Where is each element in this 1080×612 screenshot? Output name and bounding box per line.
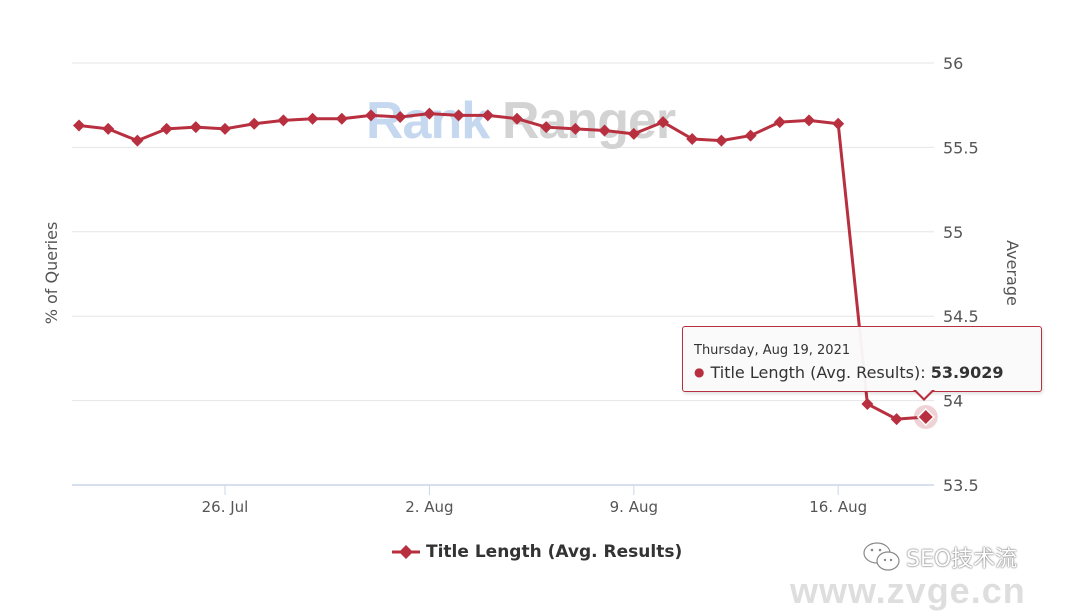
data-point-diamond-icon[interactable] — [423, 107, 436, 120]
x-tick-label: 26. Jul — [202, 498, 249, 516]
y-tick-label: 56 — [943, 54, 963, 73]
x-tick-label: 2. Aug — [405, 498, 453, 516]
data-point-diamond-icon[interactable] — [394, 111, 407, 124]
data-point-diamond-icon[interactable] — [73, 119, 85, 132]
url-watermark: www.zvge.cn — [790, 570, 1026, 611]
x-tick-label: 16. Aug — [809, 498, 867, 516]
data-point-diamond-icon[interactable] — [102, 122, 115, 135]
data-point-diamond-icon[interactable] — [335, 112, 348, 125]
y-tick-label: 55.5 — [943, 138, 979, 157]
data-point-diamond-icon[interactable] — [277, 114, 290, 127]
data-point-diamond-icon[interactable] — [916, 407, 935, 427]
data-point-diamond-icon[interactable] — [686, 132, 699, 145]
data-point-diamond-icon[interactable] — [160, 122, 173, 135]
data-point-diamond-icon[interactable] — [890, 413, 903, 426]
data-point-diamond-icon[interactable] — [569, 122, 582, 135]
data-point-diamond-icon[interactable] — [365, 109, 377, 122]
data-point-diamond-icon[interactable] — [481, 109, 494, 122]
data-point-diamond-icon[interactable] — [219, 122, 231, 135]
data-point-diamond-icon[interactable] — [627, 127, 640, 140]
data-point-diamond-icon[interactable] — [861, 397, 874, 410]
diamond-marker-icon — [392, 545, 420, 559]
x-tick-label: 9. Aug — [610, 498, 658, 516]
data-point-diamond-icon[interactable] — [803, 114, 815, 127]
data-point-diamond-icon[interactable] — [306, 112, 319, 125]
data-point-diamond-icon[interactable] — [657, 116, 669, 129]
series-dot-icon: ● — [694, 365, 705, 379]
tooltip-series-label: Title Length (Avg. Results): — [710, 363, 926, 382]
y-tick-label: 54.5 — [943, 307, 979, 326]
data-point-diamond-icon[interactable] — [744, 129, 757, 142]
y-axis-left-title: % of Queries — [42, 222, 61, 325]
y-axis-right: 56 55.5 55 54.5 54 53.5 — [943, 54, 979, 495]
data-tooltip: Thursday, Aug 19, 2021 ● Title Length (Av… — [682, 326, 1042, 392]
legend-label: Title Length (Avg. Results) — [426, 542, 683, 562]
data-point-diamond-icon[interactable] — [189, 121, 202, 134]
data-point-diamond-icon[interactable] — [773, 116, 786, 129]
data-point-diamond-icon[interactable] — [248, 117, 261, 130]
rankranger-watermark: Rank Ranger — [366, 92, 677, 150]
data-point-diamond-icon[interactable] — [511, 112, 523, 125]
y-axis-right-title: Average — [1003, 240, 1022, 306]
data-point-diamond-icon[interactable] — [832, 117, 845, 130]
x-axis: 26. Jul 2. Aug 9. Aug 16. Aug — [72, 484, 934, 516]
data-point-diamond-icon[interactable] — [131, 134, 144, 147]
wechat-watermark-text: SEO技术流 — [906, 547, 1018, 572]
tooltip-pointer-fill — [915, 389, 933, 398]
tooltip-value: 53.9029 — [930, 363, 1004, 382]
y-tick-label: 54 — [943, 392, 963, 411]
watermark-ranger: Ranger — [502, 92, 676, 150]
data-point-diamond-icon[interactable] — [452, 109, 465, 122]
legend-item-title-length[interactable]: Title Length (Avg. Results) — [392, 542, 682, 562]
y-tick-label: 53.5 — [943, 476, 979, 495]
tooltip-date: Thursday, Aug 19, 2021 — [694, 343, 851, 358]
wechat-icon — [863, 542, 900, 571]
data-point-diamond-icon[interactable] — [540, 121, 553, 134]
wechat-watermark: SEO技术流 — [862, 540, 1017, 574]
y-tick-label: 55 — [943, 223, 963, 242]
data-point-diamond-icon[interactable] — [598, 124, 611, 137]
watermark-rank: Rank — [366, 92, 490, 150]
data-point-diamond-icon[interactable] — [715, 134, 728, 147]
series-title-length[interactable] — [73, 107, 938, 429]
tooltip-row: ● Title Length (Avg. Results): 53.9029 — [694, 363, 1004, 382]
grid-lines — [72, 62, 934, 402]
